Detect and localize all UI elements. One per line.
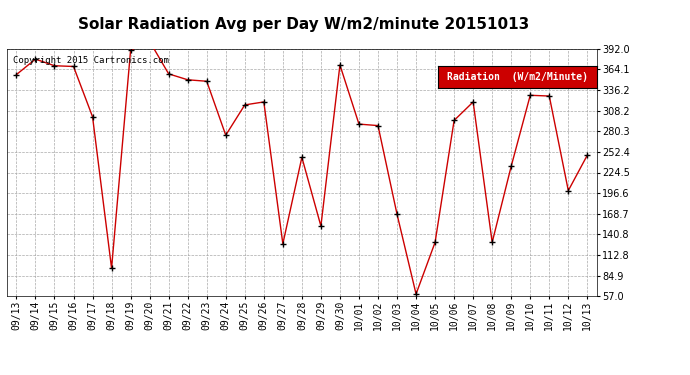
Text: Copyright 2015 Cartronics.com: Copyright 2015 Cartronics.com	[13, 56, 168, 65]
Text: Solar Radiation Avg per Day W/m2/minute 20151013: Solar Radiation Avg per Day W/m2/minute …	[78, 17, 529, 32]
